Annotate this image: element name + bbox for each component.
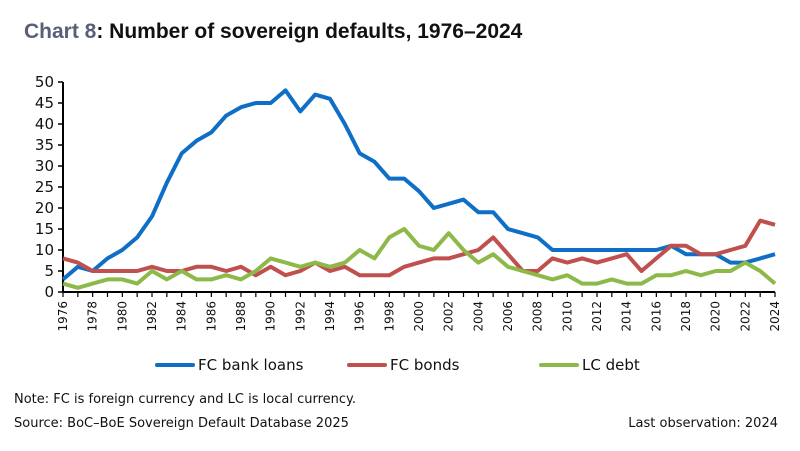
x-tick-label: 2020	[709, 301, 723, 332]
x-tick-label: 2014	[620, 301, 634, 332]
y-tick-label: 35	[35, 136, 54, 154]
y-tick-label: 50	[35, 73, 54, 91]
x-tick-label: 1998	[382, 301, 396, 332]
chart-title: Chart 8: Number of sovereign defaults, 1…	[24, 20, 522, 44]
series-line-lc-debt	[62, 227, 777, 290]
legend-label: FC bonds	[390, 356, 460, 374]
x-tick-label: 1984	[175, 301, 189, 332]
x-tick-label: 2000	[412, 301, 426, 332]
y-tick-label: 40	[35, 115, 54, 133]
x-tick-label: 1986	[204, 301, 218, 332]
source-text: Source: BoC–BoE Sovereign Default Databa…	[14, 416, 349, 431]
x-tick-label: 2012	[590, 301, 604, 332]
legend-item-lc-debt: LC debt	[539, 356, 731, 374]
x-tick-label: 1992	[293, 301, 307, 332]
line-chart: 0 5 10 15 20 25 30 35 40 45 50 1976 1978 1980 1982 198…	[35, 73, 782, 332]
legend-label: FC bank loans	[198, 356, 304, 374]
x-axis: 1976 1978 1980 1982 1984 1986 1988 1990 1992 1994…	[56, 291, 782, 332]
x-tick-label: 2016	[649, 301, 663, 332]
x-tick-label: 1988	[234, 301, 248, 332]
x-tick-label: 2008	[531, 301, 545, 332]
y-tick-label: 0	[44, 283, 54, 301]
x-tick-label: 2024	[768, 301, 782, 332]
legend: FC bank loans FC bonds LC debt	[155, 356, 731, 374]
series-lines	[61, 88, 777, 290]
y-tick-label: 20	[35, 199, 54, 217]
x-tick-label: 2006	[501, 301, 515, 332]
y-tick-label: 45	[35, 94, 54, 112]
y-tick-label: 5	[44, 262, 54, 280]
series-line-fc-bonds	[62, 218, 776, 278]
legend-label: LC debt	[582, 356, 640, 374]
y-tick-label: 15	[35, 220, 54, 238]
x-tick-label: 1996	[353, 301, 367, 332]
x-tick-label: 1990	[264, 301, 278, 332]
x-tick-label: 2004	[471, 301, 485, 332]
legend-item-fc-bank-loans: FC bank loans	[155, 356, 347, 374]
legend-swatch	[539, 363, 579, 367]
series-line-fc-bank-loans	[61, 88, 776, 281]
x-tick-label: 2002	[442, 301, 456, 332]
x-tick-label: 1994	[323, 301, 337, 332]
legend-swatch	[155, 363, 195, 367]
x-tick-label: 2010	[560, 301, 574, 332]
legend-swatch	[347, 363, 387, 367]
x-tick-label: 1982	[145, 301, 159, 332]
legend-item-fc-bonds: FC bonds	[347, 356, 539, 374]
y-axis: 0 5 10 15 20 25 30 35 40 45 50	[35, 73, 64, 301]
y-tick-label: 30	[35, 157, 54, 175]
chart-label: Chart 8	[24, 20, 97, 43]
chart-title-text: : Number of sovereign defaults, 1976–202…	[96, 20, 523, 43]
x-tick-label: 2018	[679, 301, 693, 332]
y-tick-label: 10	[35, 241, 54, 259]
last-observation: Last observation: 2024	[628, 416, 778, 431]
x-tick-label: 1980	[115, 301, 129, 332]
y-tick-label: 25	[35, 178, 54, 196]
x-tick-label: 1978	[86, 301, 100, 332]
x-tick-label: 2022	[738, 301, 752, 332]
x-tick-label: 1976	[56, 301, 70, 332]
footnote: Note: FC is foreign currency and LC is l…	[14, 392, 356, 407]
